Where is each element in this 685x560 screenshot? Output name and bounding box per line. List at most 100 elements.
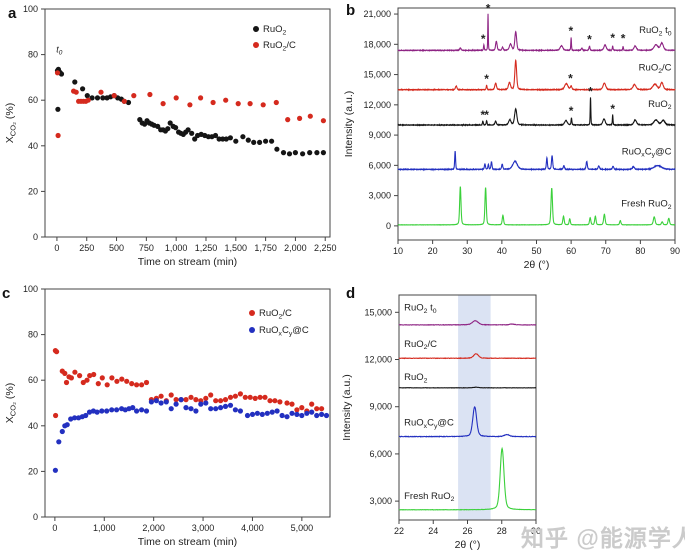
legend-marker: [249, 310, 255, 316]
data-point: [218, 405, 224, 411]
plot-box: [44, 8, 331, 238]
data-point: [73, 89, 79, 95]
panel-c-chart: 0 1,000 2,000 3,000 4,000 5,000 0 20 40 60 80 100 Ti…: [4, 284, 331, 548]
data-point: [212, 132, 219, 139]
data-point: [227, 135, 233, 141]
y-tick-label: 12,000: [364, 355, 392, 365]
y-tick-label: 40: [28, 421, 38, 431]
data-point: [95, 381, 101, 387]
y-tick-label: 20: [28, 466, 38, 476]
trace-label: RuO2/C: [639, 63, 672, 75]
data-point: [173, 397, 179, 403]
panel-a-letter: a: [8, 5, 17, 22]
y-tick-label: 0: [33, 512, 38, 522]
data-point: [72, 415, 78, 421]
data-point: [173, 95, 179, 101]
data-point: [213, 406, 219, 412]
data-point: [285, 117, 291, 123]
legend-label: RuOxCy@C: [259, 325, 309, 337]
trace-label: RuO2/C: [404, 339, 437, 351]
data-point: [244, 412, 251, 419]
y-tick-label: 0: [33, 232, 38, 242]
xrd-trace-ruo2c: [397, 58, 676, 92]
data-point: [147, 91, 153, 98]
x-tick-label: 24: [428, 526, 438, 536]
x-tick-label: 250: [79, 243, 94, 253]
asterisk-marker: *: [484, 108, 489, 122]
data-point: [189, 130, 195, 136]
data-point: [220, 136, 226, 142]
data-point: [280, 150, 287, 156]
panel-b-chart: 10 20 30 40 50 60 70 80 90 0 3,000 6,000 9,000 12,000…: [343, 2, 680, 271]
data-point: [227, 394, 234, 400]
y-axis-title: Intensity (a.u.): [342, 374, 353, 441]
data-point: [314, 150, 320, 156]
data-point: [187, 102, 193, 108]
data-point: [232, 407, 238, 413]
data-point: [83, 412, 89, 419]
y-tick-label: 6,000: [368, 160, 391, 170]
data-point: [307, 150, 313, 156]
data-point: [216, 136, 222, 142]
x-tick-label: 0: [54, 243, 59, 253]
data-point: [158, 400, 164, 406]
trace-label: RuO2 t0: [639, 25, 672, 37]
data-point: [309, 401, 315, 407]
data-point: [319, 406, 325, 412]
x-tick-label: 80: [635, 246, 645, 256]
data-point: [323, 412, 330, 419]
data-point: [77, 373, 83, 379]
data-point: [272, 398, 278, 404]
data-point: [314, 412, 320, 419]
data-point: [269, 409, 275, 415]
panel-d-chart: 22 24 26 28 30 3,000 6,000 9,000 12,000 15,000 2θ …: [342, 294, 541, 551]
y-tick-label: 0: [386, 221, 391, 231]
data-point: [297, 115, 303, 121]
data-point: [91, 371, 97, 378]
legend-label: RuO2: [263, 24, 287, 36]
data-point: [198, 401, 204, 407]
legend-marker: [249, 327, 255, 333]
data-point: [94, 95, 101, 101]
data-point: [222, 397, 229, 403]
data-point: [294, 411, 300, 417]
data-point: [319, 411, 325, 417]
data-point: [68, 416, 74, 422]
xrd-trace-ruo2t0: [397, 13, 676, 53]
data-point: [284, 400, 290, 406]
data-point: [68, 375, 74, 381]
asterisk-marker: *: [480, 108, 485, 122]
data-point: [124, 378, 130, 384]
data-point: [213, 398, 219, 404]
legend-marker: [253, 26, 259, 32]
xrd-trace-ruo2t0: [398, 319, 537, 326]
x-tick-label: 40: [497, 246, 507, 256]
data-point: [84, 93, 90, 99]
data-point: [53, 412, 59, 419]
data-point: [269, 138, 275, 144]
data-point: [114, 407, 120, 413]
x-axis-title: Time on stream (min): [138, 256, 237, 268]
data-point: [139, 407, 145, 413]
data-point: [52, 467, 59, 473]
trace-label: RuO2: [648, 99, 672, 111]
y-tick-label: 100: [23, 284, 38, 294]
data-point: [267, 398, 273, 404]
data-point: [178, 397, 184, 403]
y-axis-title: XCO₂ (%): [4, 383, 17, 424]
data-point: [80, 86, 86, 92]
series-ruo2c: [54, 70, 326, 139]
data-point: [203, 395, 209, 401]
data-point: [263, 138, 269, 144]
y-tick-label: 18,000: [363, 39, 391, 49]
data-point: [165, 126, 171, 132]
data-point: [72, 79, 78, 85]
panel-b-letter: b: [346, 2, 356, 19]
data-point: [309, 409, 315, 415]
data-point: [222, 403, 229, 409]
asterisk-marker: *: [569, 104, 574, 118]
data-point: [320, 150, 326, 156]
asterisk-marker: *: [568, 24, 573, 38]
asterisk-marker: *: [621, 31, 626, 45]
x-tick-label: 50: [531, 246, 541, 256]
